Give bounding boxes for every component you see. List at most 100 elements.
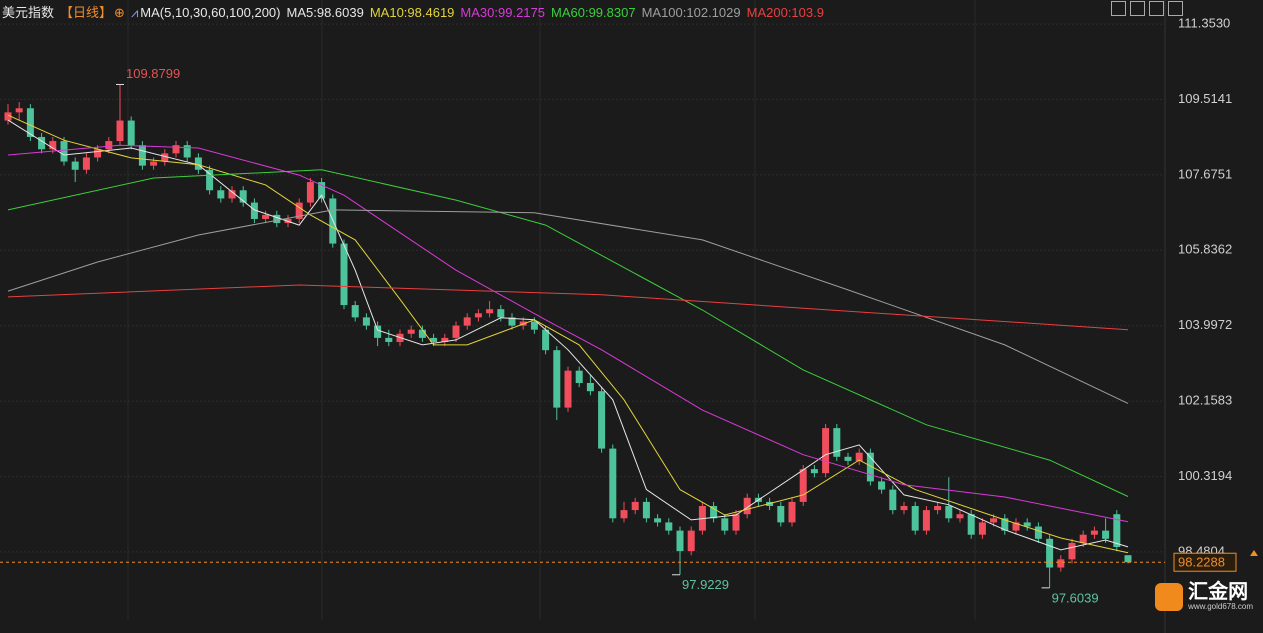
candle-body: [150, 161, 158, 166]
candle-body: [564, 370, 572, 408]
candle-body: [945, 506, 953, 519]
legend: MA5:98.6039 MA10:98.4619 MA30:99.2175 MA60:…: [287, 5, 830, 20]
y-tick-label: 105.8362: [1178, 242, 1232, 257]
candle-body: [1102, 530, 1110, 539]
candle-body: [497, 309, 505, 318]
candle-body: [822, 428, 830, 474]
candle-body: [844, 456, 852, 461]
ma-line: [7, 119, 1129, 551]
watermark-name: 汇金网: [1188, 581, 1249, 603]
y-tick-label: 109.5141: [1178, 91, 1232, 106]
candle-body: [105, 141, 113, 150]
candle-body: [922, 510, 930, 531]
candle-body: [710, 506, 718, 519]
high-label: 109.8799: [126, 66, 180, 81]
candle-body: [60, 141, 68, 162]
add-icon[interactable]: ⊕: [114, 5, 125, 20]
y-tick-label: 100.3194: [1178, 468, 1232, 483]
period[interactable]: 【日线】: [60, 5, 113, 20]
candle-body: [306, 182, 314, 203]
candle-body: [1068, 542, 1076, 560]
candle-body: [374, 325, 382, 338]
candle-body: [4, 112, 12, 121]
tool-button[interactable]: [1149, 1, 1164, 16]
candle-body: [553, 350, 561, 408]
candle-body: [26, 108, 34, 137]
candle-body: [138, 145, 146, 166]
candle-body: [654, 518, 662, 523]
tool-button[interactable]: [1130, 1, 1145, 16]
candle-body: [228, 190, 236, 199]
candle-body: [799, 469, 807, 502]
ma-icon[interactable]: ⩘: [130, 5, 139, 20]
candle-body: [530, 321, 538, 330]
candle-body: [743, 497, 751, 515]
candle-body: [934, 506, 942, 511]
candle-body: [721, 518, 729, 531]
candle-body: [318, 182, 326, 199]
ma-line: [7, 114, 1129, 554]
candle-body: [463, 317, 471, 326]
candle-body: [676, 530, 684, 552]
candle-body: [295, 202, 303, 219]
candle-body: [1124, 555, 1132, 563]
candle-body: [273, 214, 281, 224]
candle-body: [665, 522, 673, 531]
candle-body: [206, 169, 214, 191]
candle-body: [340, 243, 348, 306]
candle-body: [351, 305, 359, 318]
legend-entry: MA100:102.1029: [641, 5, 741, 20]
candle-body: [71, 161, 79, 170]
legend-entry: MA30:99.2175: [460, 5, 545, 20]
candle-body: [810, 469, 818, 474]
candle-body: [250, 202, 258, 219]
tool-button[interactable]: [1168, 1, 1183, 16]
candle-body: [407, 329, 415, 334]
candle-body: [418, 329, 426, 338]
candle-body: [1113, 514, 1121, 548]
watermark-url: www.gold678.com: [1188, 602, 1253, 611]
candle-body: [1001, 518, 1009, 531]
candle-body: [609, 448, 617, 519]
candle-body: [575, 370, 583, 383]
candle-body: [990, 518, 998, 523]
y-tick-label: 107.6751: [1178, 166, 1232, 181]
candle-body: [82, 157, 90, 170]
legend-entry: MA5:98.6039: [286, 5, 364, 20]
candle-body: [1012, 522, 1020, 531]
legend-entry: MA60:99.8307: [551, 5, 636, 20]
y-tick-label: 111.3530: [1178, 16, 1230, 31]
toolbar: [1111, 1, 1183, 16]
candle-body: [94, 149, 102, 158]
ma-line: [7, 144, 1129, 523]
candle-body: [900, 506, 908, 511]
candle-body: [631, 501, 639, 511]
candle-body: [486, 309, 494, 314]
candle-body: [452, 325, 460, 338]
candle-body: [239, 190, 247, 203]
axis-marker: [1250, 550, 1258, 556]
low-label: 97.9229: [682, 577, 729, 592]
candle-body: [586, 382, 594, 392]
last-price-label: 98.2288: [1178, 555, 1225, 570]
tool-button[interactable]: [1111, 1, 1126, 16]
candle-body: [183, 145, 191, 158]
ma-line: [7, 209, 1129, 404]
candle-body: [1090, 530, 1098, 535]
candle-body: [642, 501, 650, 519]
candle-body: [1034, 526, 1042, 539]
last-price-box: [1173, 552, 1237, 572]
candle-body: [508, 317, 516, 326]
candle-body: [1057, 559, 1065, 568]
candle-body: [116, 120, 124, 142]
indicator: MA(5,10,30,60,100,200): [140, 5, 281, 20]
candle-body: [978, 522, 986, 535]
candle-body: [542, 329, 550, 351]
candle-body: [855, 452, 863, 461]
candle-body: [911, 506, 919, 531]
candle-body: [956, 514, 964, 519]
title: 美元指数: [2, 5, 55, 20]
watermark: 汇金网 www.gold678.com: [1155, 582, 1253, 611]
